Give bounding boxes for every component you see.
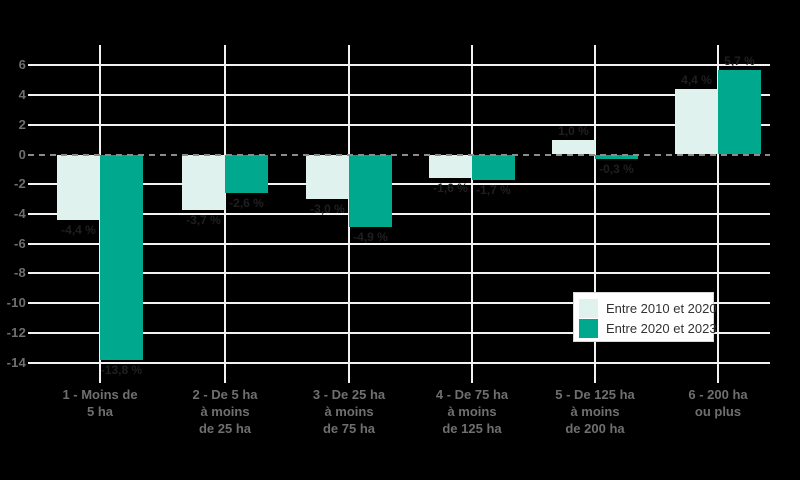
bar-value-label: -4,9 % <box>353 230 388 245</box>
y-axis-tick-label: 6 <box>18 57 26 73</box>
bar-entre-2010-et-2020 <box>552 139 595 155</box>
bar-value-label: -13,8 % <box>100 362 143 377</box>
horizontal-gridline <box>28 242 770 245</box>
y-axis-tick-label: 4 <box>18 87 26 103</box>
bar-entre-2010-et-2020 <box>675 89 718 155</box>
y-axis-tick-label: -4 <box>14 205 26 221</box>
legend-label-2020-2023: Entre 2020 et 2023 <box>606 320 717 336</box>
legend-item-2020-2023: Entre 2020 et 2023 <box>579 318 717 338</box>
x-axis-category-label: 3 - De 25 ha à moins de 75 ha <box>312 387 386 436</box>
y-axis-tick-label: -12 <box>6 324 26 340</box>
x-axis-category-label: 5 - De 125 ha à moins de 200 ha <box>555 387 635 436</box>
legend-swatch-2020-2023 <box>579 318 598 338</box>
bar-value-label: -3,0 % <box>310 202 345 217</box>
bar-entre-2020-et-2023 <box>718 69 761 155</box>
bar-value-label: -1,7 % <box>476 182 511 197</box>
horizontal-gridline <box>28 272 770 275</box>
horizontal-gridline <box>28 331 770 334</box>
bar-entre-2010-et-2020 <box>57 154 100 220</box>
bar-entre-2010-et-2020 <box>182 154 225 210</box>
x-axis-category-label: 2 - De 5 ha à moins de 25 ha <box>192 387 258 436</box>
y-axis-tick-label: -8 <box>14 265 26 281</box>
bar-value-label: 1,0 % <box>558 123 589 138</box>
bar-value-label: -1,6 % <box>433 181 468 196</box>
x-axis-category-label: 4 - De 75 ha à moins de 125 ha <box>435 387 509 436</box>
legend-label-2010-2020: Entre 2010 et 2020 <box>606 300 717 316</box>
bar-entre-2020-et-2023 <box>349 154 392 228</box>
horizontal-gridline <box>28 64 770 67</box>
horizontal-gridline <box>28 361 770 364</box>
y-axis-tick-label: -2 <box>14 176 26 192</box>
bar-entre-2020-et-2023 <box>472 154 515 180</box>
y-axis-tick-label: 2 <box>18 116 26 132</box>
bar-value-label: 5,7 % <box>724 53 755 68</box>
legend-swatch-2010-2020 <box>579 298 598 318</box>
bar-value-label: -4,4 % <box>61 222 96 237</box>
y-axis-tick-label: -6 <box>14 235 26 251</box>
bar-entre-2020-et-2023 <box>100 154 143 360</box>
bar-entre-2010-et-2020 <box>306 154 349 200</box>
horizontal-gridline <box>28 302 770 305</box>
horizontal-gridline <box>28 94 770 97</box>
horizontal-gridline <box>28 212 770 215</box>
y-axis-tick-label: 0 <box>18 146 26 162</box>
x-axis-category-label: 1 - Moins de 5 ha <box>62 387 138 419</box>
horizontal-gridline <box>28 183 770 186</box>
x-axis-category-label: 6 - 200 ha ou plus <box>688 387 748 419</box>
zero-baseline <box>28 153 770 156</box>
bar-value-label: -3,7 % <box>186 212 221 227</box>
horizontal-gridline <box>28 123 770 126</box>
legend-item-2010-2020: Entre 2010 et 2020 <box>579 298 717 318</box>
y-axis-tick-label: -10 <box>6 295 26 311</box>
bar-entre-2020-et-2023 <box>595 154 638 159</box>
bar-value-label: 4,4 % <box>681 73 712 88</box>
bar-value-label: -2,6 % <box>229 196 264 211</box>
bar-entre-2020-et-2023 <box>225 154 268 194</box>
bar-value-label: -0,3 % <box>599 161 634 176</box>
y-axis-tick-label: -14 <box>6 354 26 370</box>
legend: Entre 2010 et 2020 Entre 2020 et 2023 <box>573 292 717 342</box>
bar-entre-2010-et-2020 <box>429 154 472 179</box>
